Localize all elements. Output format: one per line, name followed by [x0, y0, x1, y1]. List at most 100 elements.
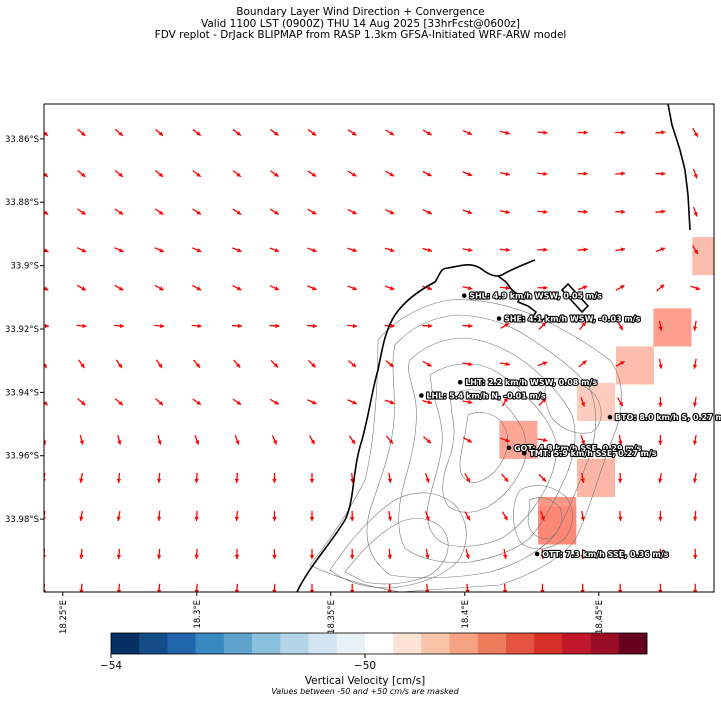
- wind-arrow: [422, 170, 432, 177]
- axes: 33.86°S 33.88°S 33.9°S 33.92°S 33.94°S 33.96°…: [5, 135, 605, 634]
- wind-arrow: [537, 209, 548, 215]
- coastline-east: [667, 104, 691, 231]
- wind-arrow: [307, 170, 317, 178]
- wind-arrow: [44, 131, 49, 137]
- wind-arrow: [350, 510, 355, 521]
- wind-arrow: [387, 472, 393, 483]
- wind-arrow: [615, 171, 626, 176]
- wind-arrow: [77, 398, 86, 406]
- terrain-contour-3: [398, 337, 576, 563]
- wind-arrow: [500, 437, 510, 443]
- wind-arrow: [307, 247, 317, 253]
- wind-arrow: [309, 510, 315, 521]
- wind-arrow: [577, 171, 588, 176]
- wind-arrow: [114, 128, 124, 137]
- wind-arrow: [502, 583, 508, 592]
- wind-arrow: [269, 398, 280, 405]
- wind-arrow: [658, 396, 663, 407]
- wind-arrow: [462, 361, 473, 367]
- colorbar-segment: [562, 633, 591, 654]
- wind-arrow: [658, 320, 663, 331]
- wind-arrow: [618, 472, 623, 483]
- wind-arrow: [655, 247, 666, 253]
- wind-arrow: [690, 285, 701, 291]
- wind-arrow: [350, 548, 355, 559]
- y-tick-label: 33.94°S: [5, 388, 39, 398]
- colorbar-segment: [252, 633, 281, 654]
- station-marker: [461, 293, 467, 299]
- wind-arrow: [155, 359, 163, 369]
- wind-arrow: [580, 434, 586, 445]
- station-marker: [534, 551, 540, 557]
- wind-arrow: [270, 170, 279, 178]
- colorbar-segment: [336, 633, 366, 654]
- wind-arrow: [692, 472, 698, 483]
- colorbar-segment: [477, 633, 507, 654]
- wind-arrow: [462, 399, 473, 405]
- wind-arrow: [537, 130, 548, 135]
- wind-arrow: [658, 434, 663, 445]
- terrain-contour-10: [527, 497, 563, 539]
- wind-arrow: [655, 171, 666, 176]
- station-label: BTO: 8.0 km/h S, 0.27 m/s: [615, 413, 721, 422]
- wind-arrow: [692, 510, 698, 521]
- terrain-contour-9: [513, 485, 573, 550]
- wind-arrow: [347, 399, 358, 405]
- wind-arrow: [271, 435, 278, 445]
- wind-arrow: [615, 247, 626, 252]
- wind-arrow: [270, 359, 279, 368]
- station: LHL: 5.4 km/h N, -0.01 m/s: [419, 390, 547, 402]
- wind-arrow: [76, 284, 87, 291]
- colorbar-segment: [308, 633, 337, 654]
- colorbar-segment: [280, 633, 309, 654]
- wind-arrow: [232, 128, 242, 137]
- wind-arrow: [658, 472, 663, 483]
- wind-arrow: [309, 548, 315, 559]
- wind-arrow: [580, 583, 585, 592]
- wind-arrow: [234, 472, 240, 483]
- colorbar-segment: [421, 633, 450, 654]
- wind-arrow: [79, 548, 84, 560]
- wind-arrow: [231, 323, 242, 329]
- y-tick-label: 33.96°S: [5, 452, 39, 462]
- colorbar-note: Values between -50 and +50 cm/s are mask…: [271, 687, 459, 696]
- wind-arrow: [499, 285, 511, 291]
- terrain-contour-4: [427, 363, 557, 547]
- wind-arrow: [232, 170, 242, 178]
- station-label: OTT: 7.3 km/h SSE, 0.36 m/s: [542, 550, 669, 559]
- wind-arrow: [116, 548, 122, 560]
- wind-arrow: [577, 130, 588, 135]
- wind-arrow: [462, 129, 473, 136]
- wind-arrow: [307, 208, 317, 215]
- wind-arrow: [618, 583, 623, 592]
- wind-arrow: [465, 583, 470, 592]
- wind-arrow: [577, 247, 588, 252]
- wind-arrow: [577, 285, 588, 291]
- wind-arrow: [385, 129, 395, 136]
- wind-arrow: [347, 247, 358, 253]
- wind-arrow: [154, 247, 165, 253]
- wind-arrow: [114, 398, 124, 406]
- wind-arrow: [500, 322, 510, 329]
- wind-arrow: [692, 396, 698, 407]
- wind-arrow: [422, 399, 433, 405]
- wind-arrow: [385, 170, 395, 177]
- station: BTO: 8.0 km/h S, 0.27 m/s: [607, 412, 721, 423]
- wind-arrow: [580, 472, 586, 483]
- wind-arrow: [44, 286, 49, 291]
- station-label: SHE: 4.1 km/h WSW, -0.03 m/s: [504, 315, 641, 324]
- colorbar-segment: [393, 633, 422, 654]
- wind-arrow: [272, 548, 277, 559]
- station: SHE: 4.1 km/h WSW, -0.03 m/s: [496, 313, 642, 325]
- wind-arrow: [306, 323, 318, 329]
- terrain-contour-11: [544, 378, 602, 434]
- wind-arrow: [44, 323, 50, 329]
- colorbar-label: Vertical Velocity [cm/s]: [305, 675, 425, 687]
- wind-arrow: [269, 208, 280, 215]
- wind-arrow: [44, 172, 49, 178]
- convergence-cell: [615, 346, 654, 385]
- colorbar-tick-label: −54: [100, 660, 122, 672]
- station-label: LHL: 5.4 km/h N, -0.01 m/s: [426, 392, 546, 401]
- terrain-contour-8: [344, 518, 449, 585]
- wind-arrow: [464, 473, 471, 483]
